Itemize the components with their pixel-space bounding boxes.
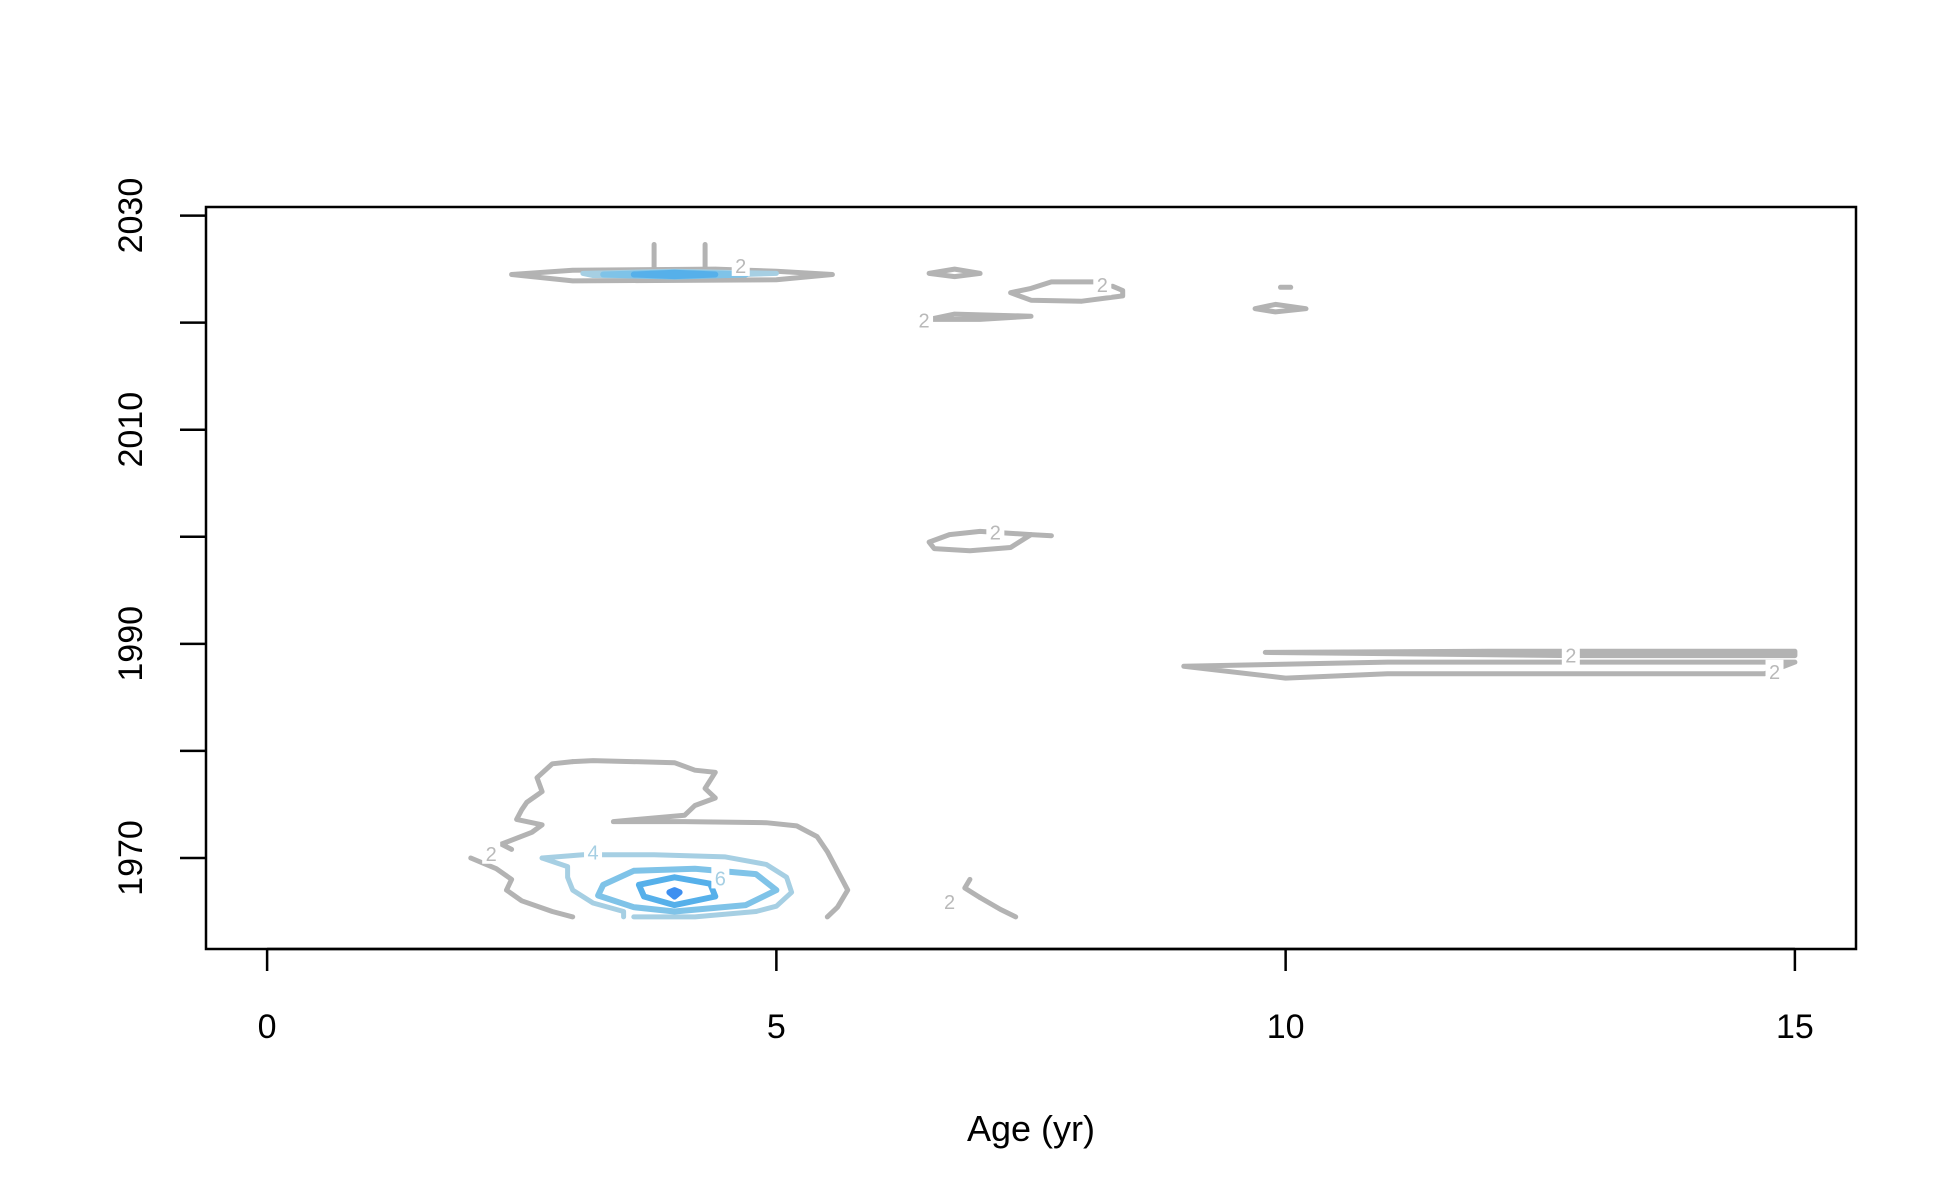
- y-axis: 1970 1990 2010 2030: [112, 178, 206, 896]
- contour-line-level-2: [1028, 532, 1054, 539]
- contour-label-background: [1093, 273, 1112, 296]
- contour-label: 2: [1769, 662, 1780, 684]
- contour-label-background: [584, 840, 603, 863]
- contour-label-background: [940, 889, 959, 912]
- contour-lines: [468, 242, 1798, 920]
- contour-line-level-2: [1262, 648, 1798, 659]
- contour-label-background: [915, 308, 934, 331]
- contour-line-level-2: [926, 311, 1034, 322]
- contour-label: 6: [715, 868, 726, 890]
- contour-label: 2: [1565, 646, 1576, 668]
- contour-line-level-2: [509, 266, 835, 284]
- y-tick-label: 1990: [112, 606, 150, 682]
- y-tick-label: 2010: [112, 392, 150, 468]
- contour-line-level-2: [1181, 659, 1798, 681]
- contour-label: 2: [944, 892, 955, 914]
- x-tick-label: 5: [767, 1008, 786, 1046]
- x-tick-label: 10: [1267, 1008, 1305, 1046]
- y-tick-label: 1970: [112, 820, 150, 896]
- contour-line-level-2: [1252, 301, 1309, 315]
- contour-line-level-2: [570, 758, 851, 920]
- contour-label-background: [986, 520, 1005, 543]
- contour-label: 2: [1097, 275, 1108, 297]
- x-tick-label: 0: [258, 1008, 277, 1046]
- contour-line-level-5: [595, 865, 780, 915]
- contour-line-level-4: [631, 909, 759, 920]
- contour-label-background: [482, 841, 501, 864]
- contour-label-background: [1765, 659, 1784, 682]
- contour-line-level-6: [630, 269, 719, 280]
- contour-line-level-2: [962, 876, 983, 901]
- contour-line-level-4: [539, 855, 627, 920]
- contour-line-level-7: [666, 887, 683, 900]
- contour-line-level-4: [539, 852, 795, 914]
- contour-label: 2: [918, 311, 929, 333]
- contour-line-level-6: [635, 874, 719, 909]
- contour-line-level-2: [926, 528, 1034, 554]
- contour-label: 2: [735, 256, 746, 278]
- contour-label: 2: [990, 523, 1001, 545]
- contour-line-level-2: [926, 266, 983, 280]
- contour-line-level-2: [498, 759, 576, 852]
- contour-line-level-2: [1008, 279, 1126, 304]
- contour-label: 2: [486, 844, 497, 866]
- contour-line-level-2: [468, 855, 576, 920]
- contour-line-level-2: [977, 895, 1019, 920]
- contour-label: 4: [587, 843, 598, 865]
- contour-label-background: [731, 253, 750, 276]
- x-axis-title: Age (yr): [967, 1108, 1095, 1149]
- contour-label-background: [711, 866, 730, 889]
- contour-label-background: [1561, 643, 1580, 666]
- x-axis: 0 5 10 15: [258, 947, 1814, 1046]
- contour-level-labels: 2 2 2 2 2 2 2 4 6 2: [482, 253, 1784, 914]
- y-tick-label: 2030: [112, 178, 150, 254]
- x-tick-label: 15: [1776, 1008, 1814, 1046]
